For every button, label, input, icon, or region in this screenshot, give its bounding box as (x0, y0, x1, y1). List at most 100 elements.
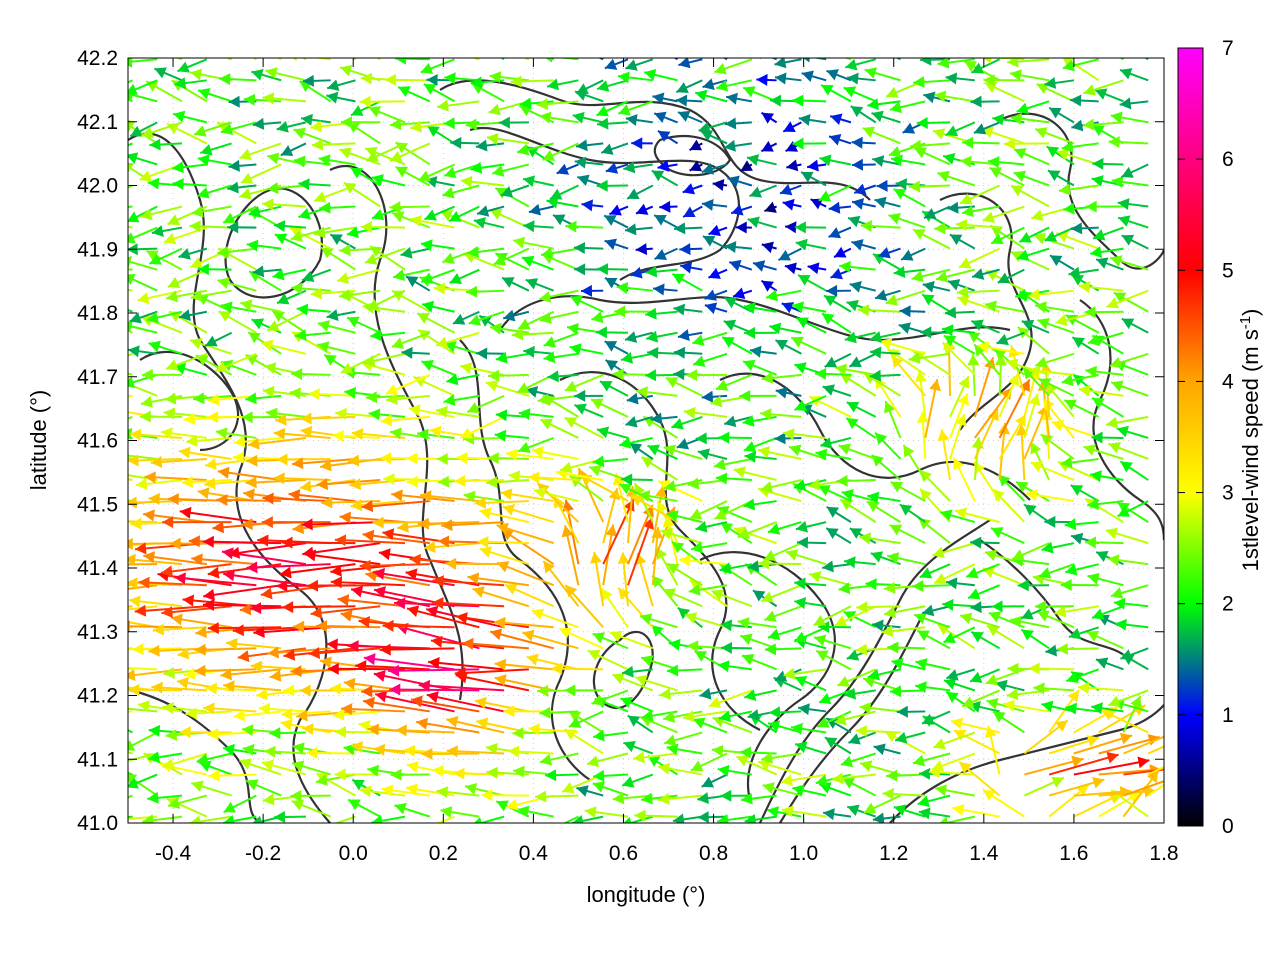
wind-vector-head (624, 331, 638, 343)
wind-vector-head (289, 387, 301, 400)
wind-vector-head (183, 667, 196, 680)
wind-vector-head (912, 754, 926, 767)
wind-vector-head (473, 817, 482, 823)
wind-vector-shaft (128, 605, 133, 608)
wind-vector-head (95, 586, 107, 598)
wind-vector-head (503, 309, 516, 322)
wind-vector-head (361, 500, 374, 513)
wind-vector-head (592, 632, 606, 644)
wind-vector-head (1109, 356, 1123, 369)
wind-vector-head (872, 619, 884, 632)
wind-vector-head (89, 644, 100, 656)
wind-vector-head (677, 607, 691, 620)
wind-vector-head (794, 597, 807, 609)
wind-vector-head (381, 784, 394, 797)
wind-vector-head (455, 612, 468, 624)
wind-vector-head (665, 377, 679, 388)
wind-vector-head (1086, 630, 1100, 642)
wind-vector-head (310, 287, 323, 300)
wind-vector-head (1047, 170, 1061, 182)
wind-vector-head (713, 458, 726, 471)
wind-vector-head (485, 380, 499, 392)
wind-vector-head (1119, 732, 1133, 745)
wind-vector-head (1068, 627, 1082, 640)
wind-vector-head (564, 684, 576, 697)
wind-vector-head (1071, 532, 1084, 545)
wind-vector-shaft (246, 563, 331, 569)
y-tick-label: 41.7 (77, 366, 118, 389)
wind-vector-head (677, 329, 690, 342)
wind-vector-head (785, 221, 797, 234)
wind-vector-head (292, 742, 305, 755)
wind-vector-head (1003, 137, 1015, 150)
wind-vector-head (987, 408, 999, 422)
wind-vector-head (604, 341, 618, 352)
wind-vector-head (698, 121, 711, 134)
wind-vector-head (338, 289, 351, 302)
wind-vector-head (281, 536, 293, 549)
wind-vector-head (944, 306, 957, 319)
wind-vector-head (1121, 166, 1134, 178)
wind-vector-head (752, 590, 766, 602)
wind-vector-head (849, 528, 863, 539)
wind-vector-head (494, 674, 507, 686)
wind-vector-head (822, 560, 834, 573)
wind-vector-head (191, 780, 204, 793)
wind-vector-head (252, 117, 265, 130)
wind-vector-head (621, 351, 633, 364)
wind-vector-head (407, 605, 420, 617)
wind-vector-head (945, 125, 959, 137)
wind-vector-head (591, 398, 604, 410)
y-tick-label: 42.2 (77, 47, 118, 70)
wind-vector-head (792, 301, 804, 314)
wind-vector-head (895, 178, 908, 191)
wind-vector-head (884, 401, 896, 414)
wind-vector-head (1066, 671, 1079, 683)
wind-vector-shaft (418, 684, 505, 692)
wind-vector-head (495, 188, 508, 199)
wind-vector-head (186, 434, 198, 447)
wind-vector-shaft (374, 693, 455, 713)
wind-vector-head (223, 743, 235, 756)
wind-vector-shaft (262, 497, 331, 503)
wind-vector-head (406, 452, 418, 465)
wind-vector-head (374, 586, 386, 598)
wind-vector-shaft (128, 163, 133, 166)
wind-vector-head (955, 218, 968, 231)
wind-vector-head (251, 318, 265, 330)
wind-vector-head (591, 311, 604, 324)
wind-vector-head (128, 162, 135, 173)
wind-vector-head (1115, 618, 1127, 631)
wind-vector-head (589, 464, 602, 477)
wind-vector-head (528, 471, 540, 484)
wind-vector-head (1015, 288, 1028, 301)
wind-vector-head (440, 806, 453, 818)
wind-vector-shaft (1147, 745, 1164, 755)
wind-vector-shaft (128, 260, 158, 271)
wind-vector-head (573, 241, 586, 254)
wind-vector-head (847, 72, 859, 85)
wind-vector-head (365, 391, 378, 404)
wind-vector-head (935, 270, 949, 283)
wind-vector-head (1007, 662, 1019, 675)
wind-vector-head (931, 760, 945, 772)
wind-vector-head (1035, 301, 1047, 314)
wind-vector-head (273, 220, 286, 233)
wind-vector-head (944, 678, 957, 690)
wind-vector-shaft (128, 605, 158, 611)
wind-vector-shaft (355, 664, 430, 671)
wind-vector-head (185, 707, 197, 720)
wind-vector-head (849, 280, 862, 293)
wind-vector-head (313, 226, 326, 239)
wind-vector-head (973, 123, 987, 135)
wind-vector-head (474, 696, 487, 709)
wind-vector-head (195, 626, 207, 639)
wind-vector-head (702, 78, 715, 90)
wind-vector-head (826, 284, 838, 297)
wind-vector-head (383, 473, 395, 486)
wind-vector-head (708, 224, 721, 237)
wind-vector-head (1092, 157, 1104, 170)
x-tick-label: 1.4 (969, 842, 999, 865)
wind-vector-head (914, 612, 927, 625)
wind-vector-head (205, 335, 218, 347)
